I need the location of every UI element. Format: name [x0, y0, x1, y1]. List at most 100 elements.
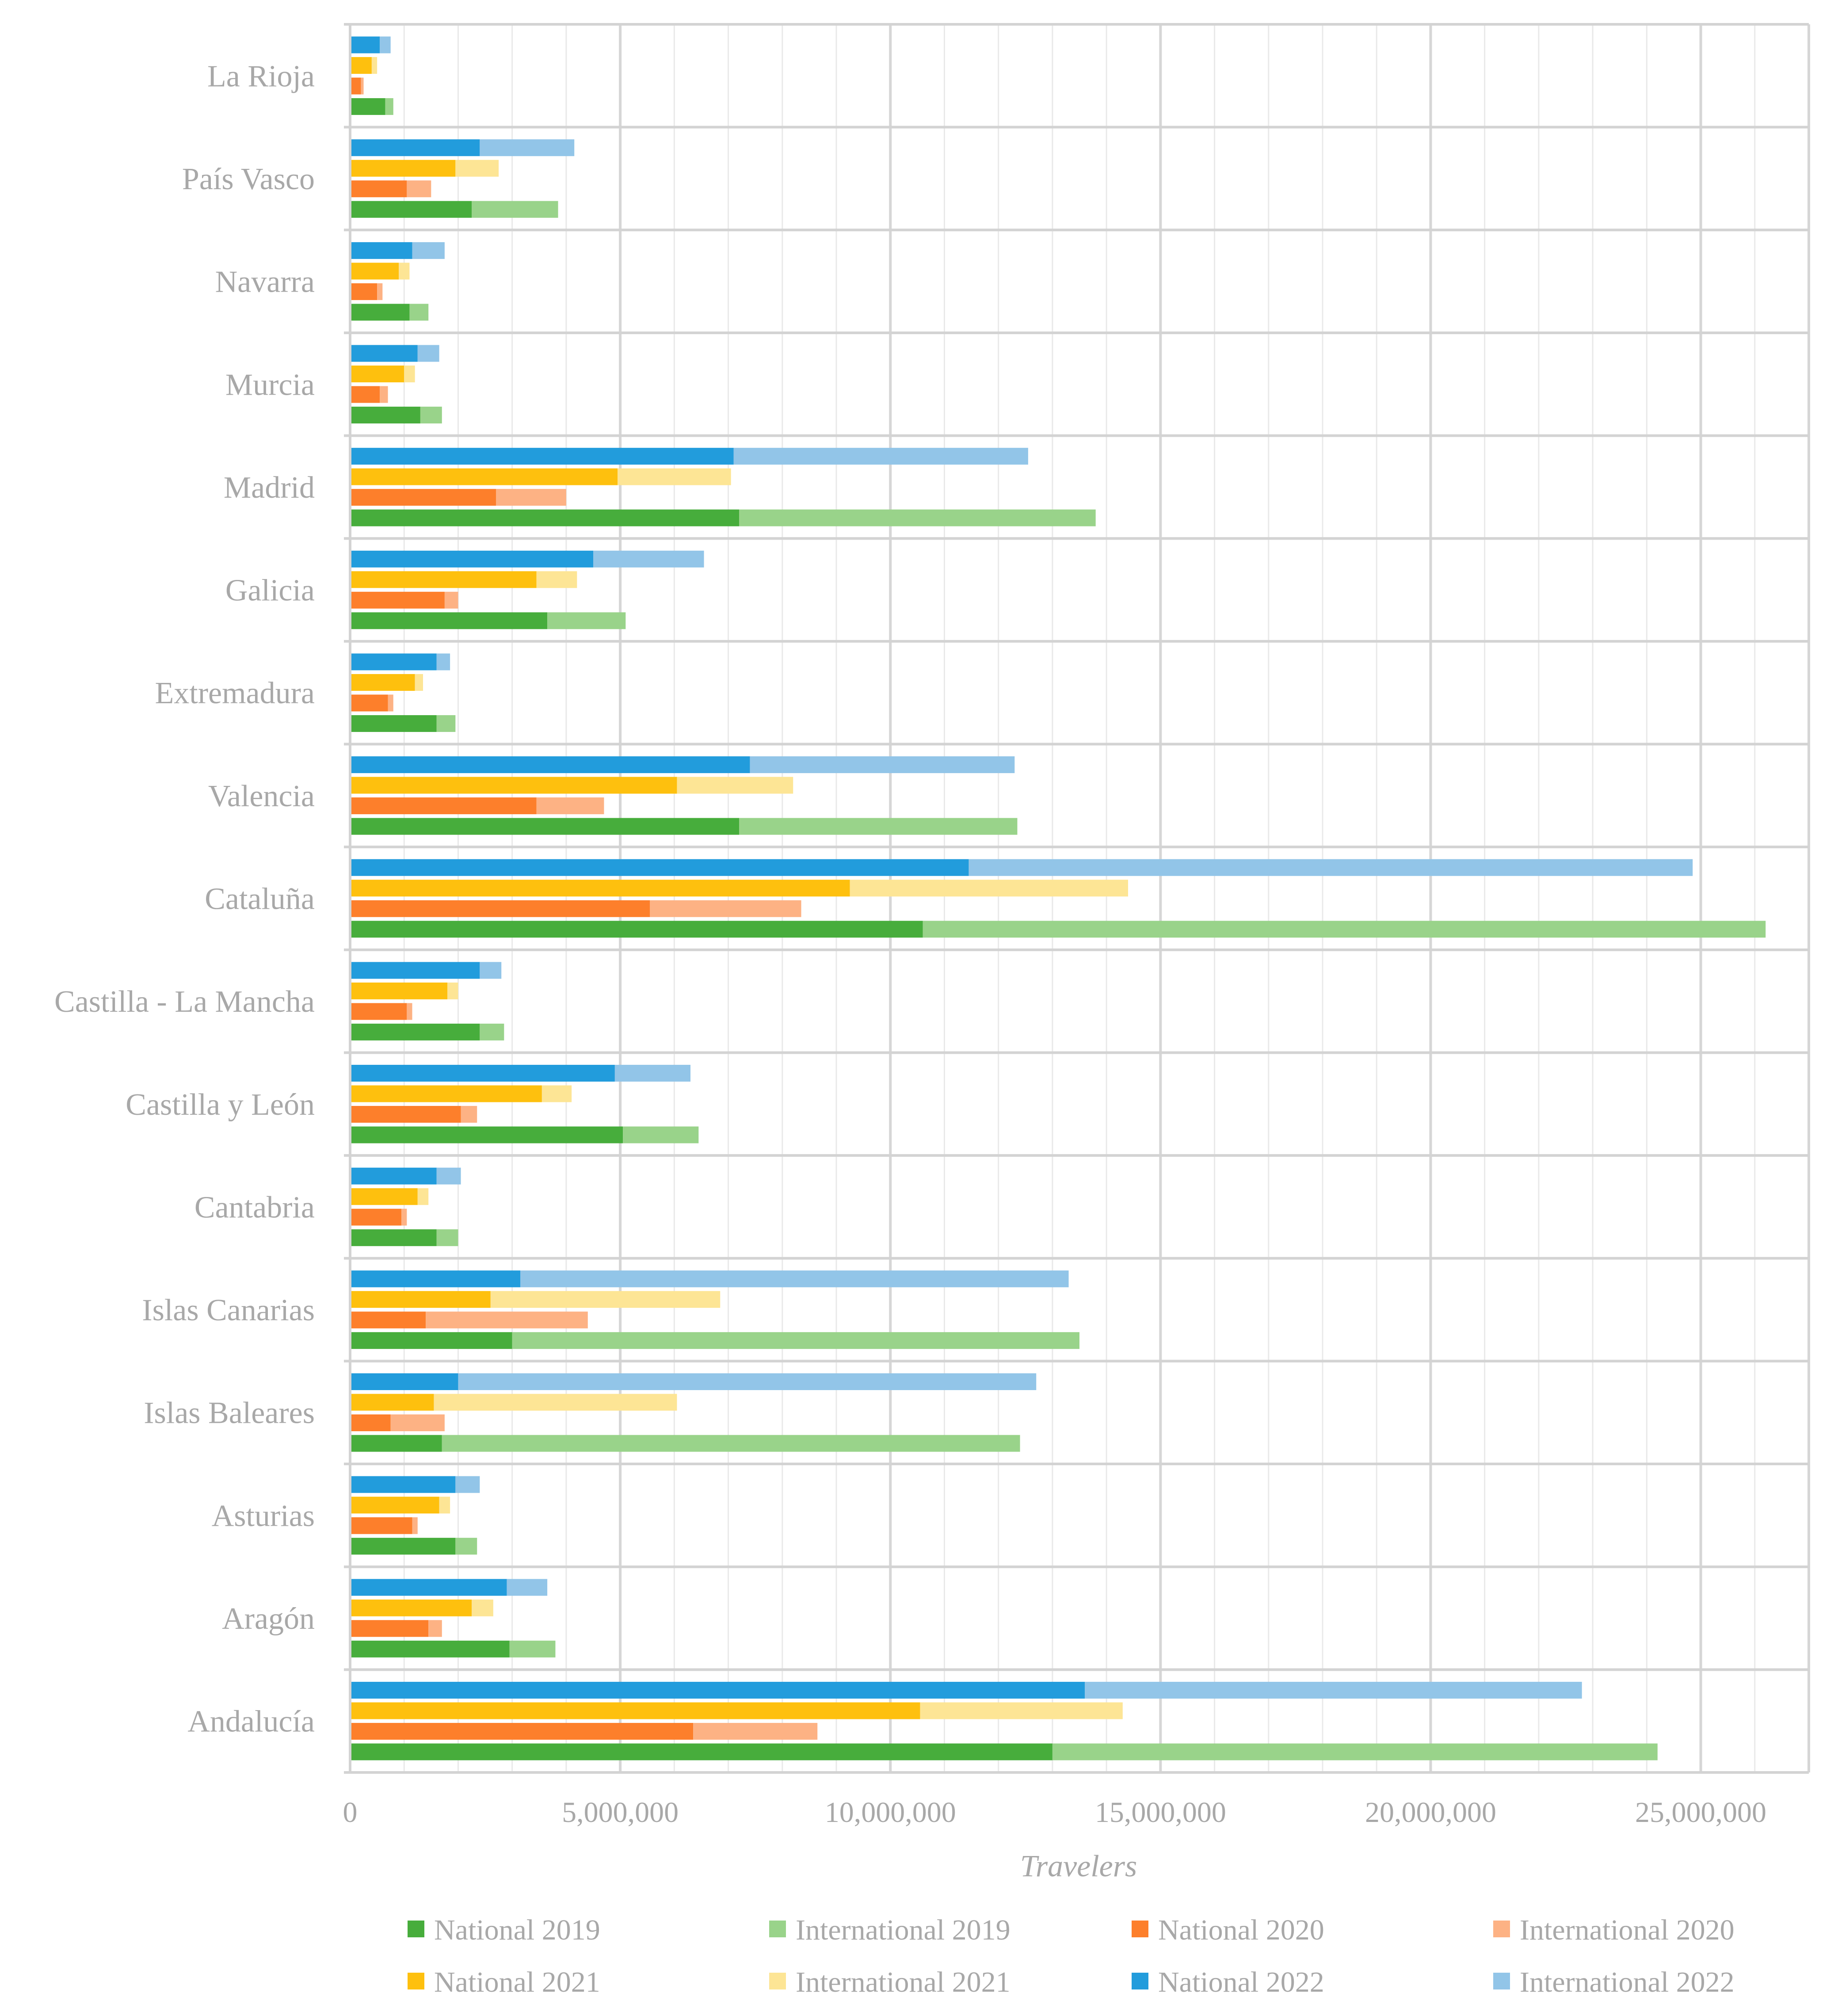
bar-national-2022	[350, 1373, 458, 1390]
category-label: Navarra	[215, 265, 315, 299]
bar-national-2021	[350, 1291, 491, 1308]
legend-label: International 2022	[1520, 1966, 1735, 1998]
bar-international-2022	[436, 1167, 461, 1185]
bar-international-2019	[480, 1023, 504, 1040]
bar-international-2021	[447, 982, 458, 999]
category-separators	[344, 126, 1809, 1671]
bar-national-2022	[350, 345, 418, 362]
bar-national-2019	[350, 98, 385, 115]
bar-national-2021	[350, 674, 415, 691]
bar-national-2020	[350, 694, 388, 712]
bar-national-2019	[350, 1640, 510, 1658]
bar-international-2021	[404, 366, 415, 383]
bar-international-2019	[547, 612, 626, 629]
x-tick-label: 25,000,000	[1635, 1796, 1766, 1829]
bar-national-2020	[350, 1723, 694, 1740]
bar-international-2020	[380, 386, 388, 403]
bar-international-2022	[480, 962, 502, 979]
bar-international-2022	[614, 1065, 690, 1082]
axes	[344, 23, 1809, 1774]
bar-national-2020	[350, 1003, 407, 1020]
legend-item: National 2022	[1132, 1966, 1324, 1998]
legend-label: National 2019	[434, 1914, 600, 1946]
bar-international-2021	[399, 263, 410, 280]
bar-international-2019	[739, 818, 1018, 835]
bar-national-2021	[350, 160, 456, 177]
bar-international-2019	[739, 509, 1096, 526]
bar-national-2021	[350, 1702, 920, 1719]
bar-international-2021	[434, 1394, 677, 1411]
legend-swatch	[1493, 1921, 1510, 1937]
x-tick-labels: 0 5,000,000 10,000,000 15,000,000 20,000,000…	[343, 1796, 1767, 1829]
x-tick-label: 10,000,000	[825, 1796, 956, 1829]
category-label: La Rioja	[207, 59, 315, 93]
category-label: Cantabria	[194, 1190, 315, 1224]
bar-international-2019	[442, 1435, 1020, 1452]
legend-label: National 2022	[1158, 1966, 1324, 1998]
bar-national-2021	[350, 1188, 418, 1205]
bar-international-2022	[750, 756, 1015, 774]
bar-international-2022	[417, 345, 439, 362]
bar-international-2020	[377, 283, 383, 300]
bar-national-2022	[350, 1270, 520, 1288]
bar-national-2020	[350, 283, 378, 300]
bar-international-2022	[455, 1476, 480, 1493]
category-labels: La Rioja País Vasco Navarra Murcia Madrid Gal…	[54, 59, 315, 1738]
bar-national-2022	[350, 653, 437, 671]
bar-national-2021	[350, 57, 372, 74]
bar-national-2022	[350, 1476, 456, 1493]
x-axis-title: Travelers	[1020, 1849, 1137, 1883]
bar-international-2021	[490, 1291, 721, 1308]
bar-international-2019	[420, 407, 442, 424]
bar-international-2019	[455, 1538, 477, 1555]
bar-national-2019	[350, 304, 410, 321]
bar-national-2022	[350, 1579, 507, 1596]
bar-international-2021	[618, 468, 731, 485]
bar-national-2019	[350, 1435, 442, 1452]
bar-national-2021	[350, 1599, 472, 1616]
bar-national-2022	[350, 448, 734, 465]
bar-national-2020	[350, 797, 537, 815]
bar-national-2019	[350, 407, 420, 424]
category-label: Islas Baleares	[144, 1396, 315, 1430]
bar-international-2021	[850, 880, 1128, 897]
bar-international-2020	[412, 1517, 418, 1534]
bar-international-2022	[480, 139, 575, 156]
bar-national-2020	[350, 1311, 426, 1329]
bar-national-2019	[350, 1538, 456, 1555]
category-label: Islas Canarias	[142, 1293, 315, 1327]
bar-international-2022	[458, 1373, 1037, 1390]
bar-international-2021	[417, 1188, 429, 1205]
legend-item: International 2022	[1493, 1966, 1735, 1998]
bar-international-2021	[920, 1702, 1123, 1719]
bar-international-2022	[1085, 1681, 1582, 1699]
bar-international-2021	[371, 57, 378, 74]
legend-label: National 2021	[434, 1966, 600, 1998]
bar-international-2019	[623, 1126, 699, 1143]
x-tick-label: 5,000,000	[562, 1796, 679, 1829]
bar-international-2020	[536, 797, 604, 815]
bar-national-2020	[350, 1414, 391, 1431]
x-tick-label: 15,000,000	[1095, 1796, 1226, 1829]
bar-international-2022	[412, 242, 445, 259]
category-label: Castilla - La Mancha	[54, 985, 315, 1019]
bar-national-2020	[350, 1517, 412, 1534]
bar-international-2020	[388, 694, 393, 712]
bar-international-2019	[923, 921, 1766, 938]
major-gridlines	[619, 24, 1810, 1772]
category-label: Cataluña	[205, 882, 315, 916]
bar-national-2021	[350, 1085, 542, 1102]
x-tick-label: 0	[343, 1796, 358, 1829]
legend-item: International 2020	[1493, 1914, 1735, 1946]
bar-international-2020	[361, 77, 364, 95]
legend: National 2019 International 2019 National …	[408, 1914, 1735, 1998]
bar-international-2022	[593, 550, 704, 568]
bar-national-2021	[350, 571, 537, 588]
bar-national-2021	[350, 982, 447, 999]
legend-item: International 2021	[769, 1966, 1011, 1998]
bar-national-2020	[350, 386, 380, 403]
category-label: Valencia	[208, 779, 315, 813]
bar-international-2020	[693, 1723, 818, 1740]
bar-international-2019	[436, 1229, 458, 1246]
bar-international-2019	[385, 98, 393, 115]
